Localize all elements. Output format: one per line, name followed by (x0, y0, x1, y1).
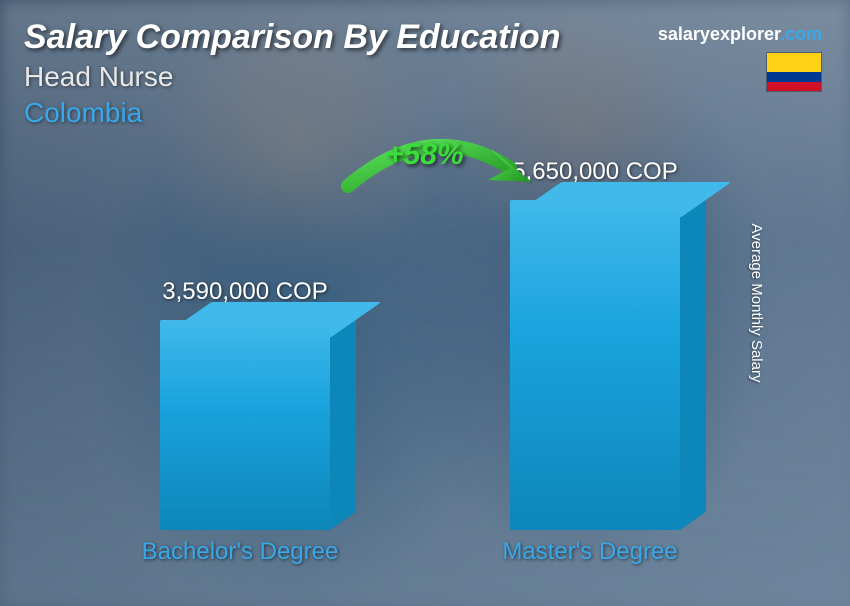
logo-name: salaryexplorer (658, 24, 780, 44)
header: Salary Comparison By Education Head Nurs… (24, 18, 561, 129)
bar-label: Bachelor's Degree (110, 538, 370, 566)
increase-percent: +58% (386, 138, 464, 172)
y-axis-label: Average Monthly Salary (748, 224, 765, 383)
site-logo: salaryexplorer.com (658, 24, 822, 45)
page-title: Salary Comparison By Education (24, 18, 561, 57)
bar-label: Master's Degree (460, 538, 720, 566)
bar-group: 3,590,000 COP (140, 278, 350, 530)
increase-indicator: +58% (340, 144, 540, 224)
job-title: Head Nurse (24, 61, 561, 93)
bar-3d (160, 320, 330, 530)
country-flag-icon (766, 52, 822, 92)
bar-3d (510, 200, 680, 530)
logo-tld: .com (780, 24, 822, 44)
